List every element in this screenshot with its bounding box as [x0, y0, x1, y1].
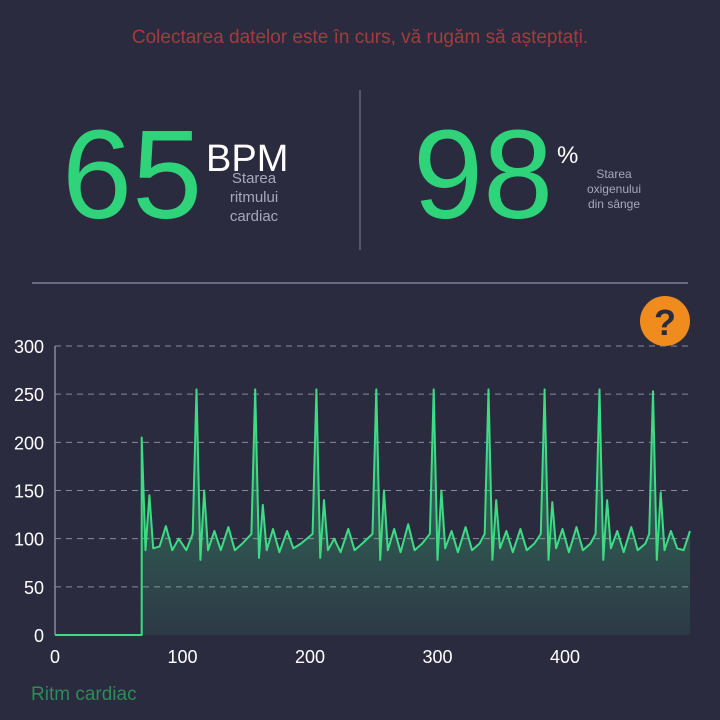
oxygen-value: 98 [413, 104, 553, 245]
heart-rate-unit: BPM [206, 138, 288, 180]
y-tick-label: 300 [14, 337, 44, 357]
help-button[interactable] [640, 296, 690, 346]
status-text: Colectarea datelor este în curs, vă rugă… [132, 27, 588, 48]
x-tick-label: 300 [423, 647, 453, 667]
x-tick-label: 200 [295, 647, 325, 667]
heart-rate-value: 65 [62, 104, 202, 245]
y-tick-label: 200 [14, 433, 44, 453]
heart-rate-label: cardiac [230, 208, 279, 225]
oxygen-label: din sânge [588, 197, 640, 211]
y-tick-label: 250 [14, 385, 44, 405]
oxygen-label: Starea [596, 167, 632, 181]
line [55, 388, 691, 636]
oxygen-unit: % [557, 142, 578, 169]
y-tick-label: 0 [34, 626, 44, 646]
heart-rate-label: Starea [232, 170, 277, 187]
chart: 0 50 100 150 200 250 300 0 100 200 300 400 Ritm card… [14, 337, 691, 705]
x-tick-label: 100 [167, 647, 197, 667]
help-icon[interactable]: ? [654, 302, 676, 343]
y-tick-label: 100 [14, 530, 44, 550]
y-tick-label: 50 [24, 578, 44, 598]
x-tick-label: 0 [50, 647, 60, 667]
y-tick-label: 150 [14, 482, 44, 502]
area-fill [55, 389, 690, 635]
oxygen-label: oxigenului [587, 182, 641, 196]
heart-rate-label: ritmului [230, 189, 278, 206]
legend-label: Ritm cardiac [31, 684, 137, 705]
x-tick-label: 400 [550, 647, 580, 667]
